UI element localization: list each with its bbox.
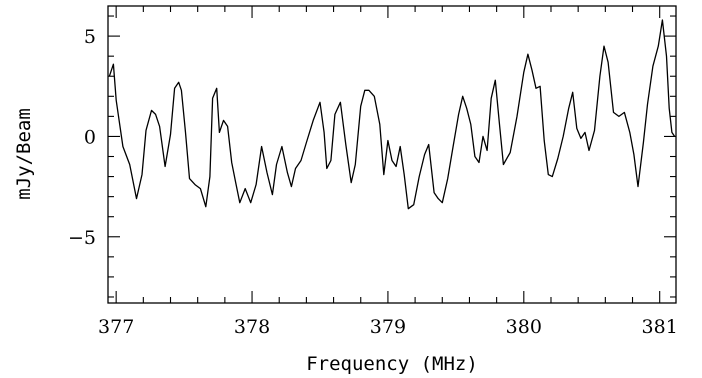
y-tick-label: 5 — [84, 26, 96, 48]
x-axis-label: Frequency (MHz) — [306, 353, 478, 375]
y-tick-label: 0 — [84, 126, 96, 148]
x-tick-label: 381 — [642, 316, 678, 338]
y-tick-label: −5 — [68, 227, 96, 249]
x-tick-label: 380 — [506, 316, 542, 338]
y-axis-label: mJy/Beam — [13, 108, 35, 200]
axis-ticks — [108, 6, 676, 303]
x-tick-labels: 377 378 379 380 381 — [98, 316, 678, 338]
series-line — [109, 20, 674, 209]
x-tick-label: 379 — [370, 316, 406, 338]
x-tick-label: 377 — [98, 316, 134, 338]
y-tick-labels: −5 0 5 — [68, 26, 96, 249]
x-tick-label: 378 — [234, 316, 270, 338]
plot-frame — [108, 6, 676, 303]
